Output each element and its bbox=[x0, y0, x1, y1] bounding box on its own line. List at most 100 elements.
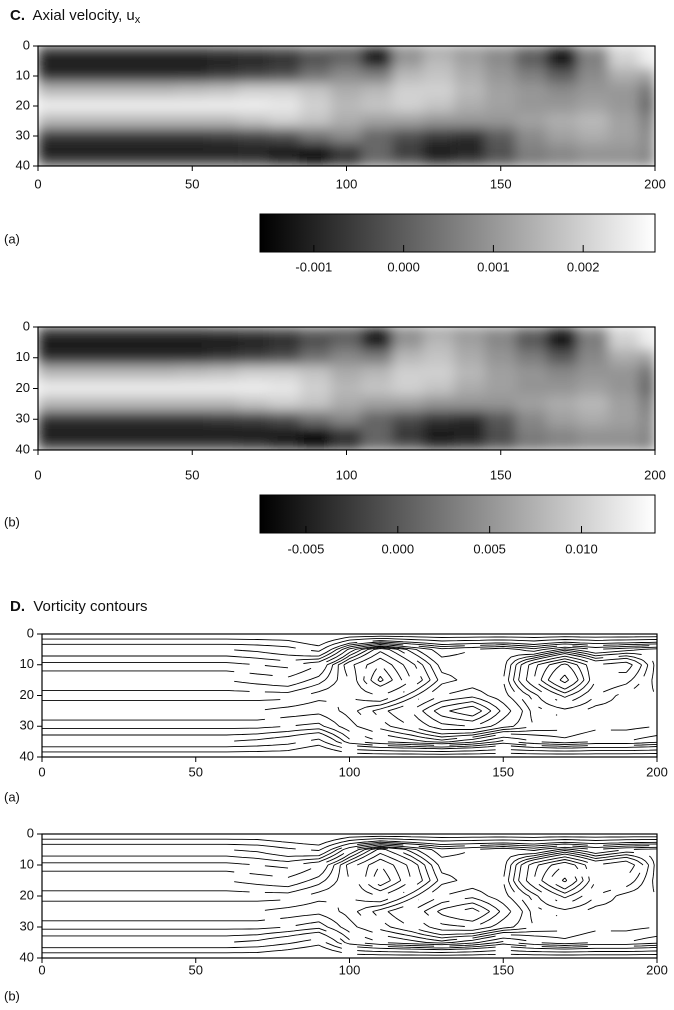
x-tick-label: 150 bbox=[490, 176, 512, 191]
x-tick-label: 50 bbox=[185, 176, 199, 191]
heat-cell bbox=[83, 349, 116, 366]
title-gap bbox=[25, 7, 33, 24]
contour-line bbox=[42, 838, 658, 851]
colorbar bbox=[259, 213, 656, 253]
heat-cell bbox=[515, 46, 548, 54]
colorbar-tick-label: 0.010 bbox=[565, 541, 598, 556]
heat-cell bbox=[484, 128, 517, 144]
heat-cell bbox=[361, 426, 394, 443]
heat-cell bbox=[114, 380, 147, 397]
heat-cell bbox=[330, 128, 363, 144]
heat-cell bbox=[52, 426, 85, 443]
heat-cell bbox=[608, 380, 641, 397]
y-tick-label: 10 bbox=[20, 856, 34, 871]
heat-cell bbox=[299, 441, 332, 450]
heat-cell bbox=[176, 349, 209, 366]
heat-cell bbox=[608, 46, 641, 54]
heat-cell bbox=[114, 128, 147, 144]
heat-cell bbox=[639, 68, 655, 84]
heat-cell bbox=[392, 53, 425, 69]
colorbar-tick-label: 0.000 bbox=[382, 541, 415, 556]
heat-cell bbox=[238, 128, 270, 144]
heat-cell bbox=[423, 98, 455, 114]
heat-cell bbox=[361, 395, 394, 413]
heat-cell bbox=[608, 364, 641, 382]
heat-cell bbox=[453, 158, 486, 166]
heat-cell bbox=[453, 426, 486, 443]
heat-cell bbox=[423, 327, 455, 336]
heat-cell bbox=[608, 349, 641, 366]
heat-cell bbox=[52, 83, 85, 99]
heat-cell bbox=[83, 46, 116, 54]
heat-cell bbox=[608, 68, 641, 84]
heat-cell bbox=[207, 53, 240, 69]
heat-cell bbox=[38, 349, 54, 366]
heat-cell bbox=[207, 380, 240, 397]
heat-cell bbox=[207, 83, 240, 99]
heat-cell bbox=[268, 46, 301, 54]
heat-cell bbox=[484, 327, 517, 336]
heat-cell bbox=[238, 53, 270, 69]
heat-cell bbox=[484, 334, 517, 351]
heat-cell bbox=[361, 53, 394, 69]
heat-cell bbox=[608, 411, 641, 428]
heat-cell bbox=[330, 334, 363, 351]
heat-cell bbox=[639, 349, 655, 366]
heat-cell bbox=[299, 143, 332, 159]
heat-cell bbox=[515, 411, 548, 428]
heat-cell bbox=[639, 380, 655, 397]
heat-cell bbox=[299, 68, 332, 84]
heat-cell bbox=[176, 411, 209, 428]
heat-cell bbox=[423, 68, 455, 84]
heat-cell bbox=[83, 98, 116, 114]
contour-line bbox=[42, 944, 658, 956]
heat-cell bbox=[608, 143, 641, 159]
contour-line bbox=[42, 641, 658, 722]
heat-cell bbox=[330, 380, 363, 397]
heat-cell bbox=[268, 158, 301, 166]
x-tick-label: 0 bbox=[34, 176, 41, 191]
heat-cell bbox=[330, 158, 363, 166]
heat-cell bbox=[577, 68, 610, 84]
heat-cell bbox=[52, 53, 85, 69]
heat-cell bbox=[484, 46, 517, 54]
heat-cell bbox=[484, 158, 517, 166]
contour-line bbox=[42, 651, 658, 745]
heat-cell bbox=[546, 158, 579, 166]
heat-cell bbox=[639, 98, 655, 114]
heat-cell bbox=[608, 441, 641, 450]
heat-cell bbox=[453, 53, 486, 69]
heat-cell bbox=[268, 98, 301, 114]
contour-line bbox=[234, 840, 658, 912]
heat-cell bbox=[515, 380, 548, 397]
heat-cell bbox=[299, 411, 332, 428]
heat-cell bbox=[38, 395, 54, 413]
heat-cell bbox=[268, 327, 301, 336]
heat-cell bbox=[114, 83, 147, 99]
x-tick-label: 50 bbox=[185, 467, 199, 482]
contour-line bbox=[42, 674, 658, 752]
heat-cell bbox=[330, 441, 363, 450]
heat-cell bbox=[83, 327, 116, 336]
y-tick-label: 40 bbox=[16, 157, 30, 172]
x-tick-label: 200 bbox=[646, 764, 668, 779]
heat-cell bbox=[453, 113, 486, 129]
contour-line bbox=[42, 642, 650, 727]
heat-cell bbox=[577, 411, 610, 428]
x-tick-label: 100 bbox=[339, 764, 361, 779]
heat-cell bbox=[577, 426, 610, 443]
contour-line bbox=[42, 852, 658, 946]
heat-cell bbox=[453, 68, 486, 84]
heat-cell bbox=[176, 83, 209, 99]
heat-cell bbox=[176, 334, 209, 351]
heat-cell bbox=[639, 113, 655, 129]
heat-cell bbox=[268, 395, 301, 413]
heat-cell bbox=[546, 349, 579, 366]
heat-cell bbox=[330, 113, 363, 129]
heat-cell bbox=[83, 395, 116, 413]
heat-cell bbox=[361, 143, 394, 159]
y-tick-label: 20 bbox=[16, 380, 30, 395]
heat-cell bbox=[145, 128, 178, 144]
heat-cell bbox=[546, 327, 579, 336]
heat-cell bbox=[484, 364, 517, 382]
